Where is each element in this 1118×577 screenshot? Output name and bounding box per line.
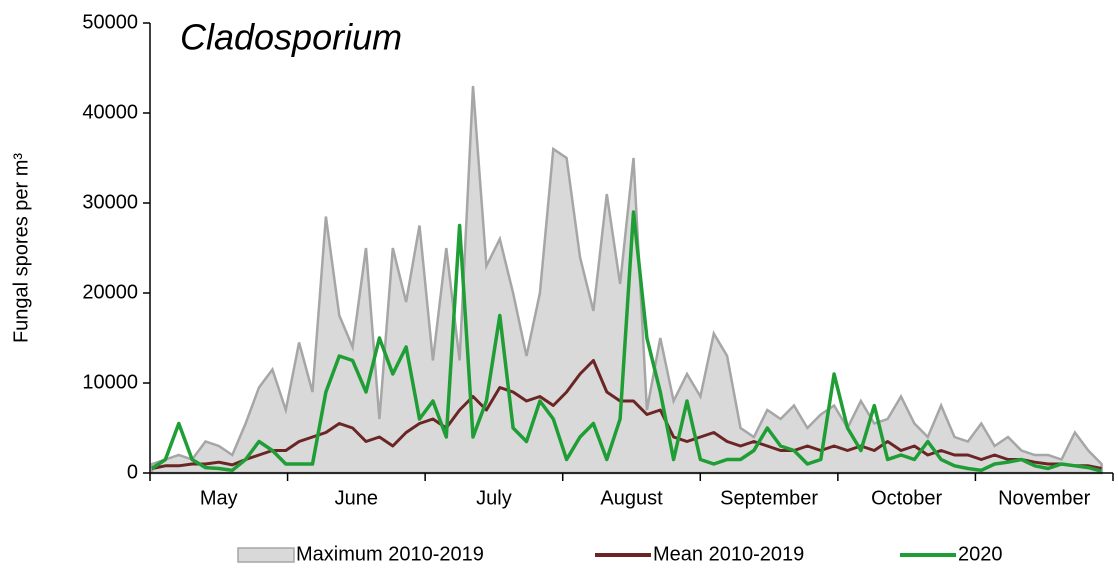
x-tick-label: September [720, 487, 818, 509]
x-tick-label: November [998, 487, 1091, 509]
y-tick-label: 50000 [82, 11, 138, 33]
x-tick-label: May [200, 487, 238, 509]
y-tick-label: 0 [127, 461, 138, 483]
y-tick-label: 40000 [82, 101, 138, 123]
x-tick-label: July [476, 487, 512, 509]
y-tick-label: 30000 [82, 191, 138, 213]
y-tick-label: 20000 [82, 281, 138, 303]
chart-title: Cladosporium [180, 17, 402, 58]
x-tick-label: August [600, 487, 663, 509]
legend-label: Maximum 2010-2019 [296, 543, 484, 565]
legend-swatch [237, 547, 295, 563]
legend-label: Mean 2010-2019 [653, 543, 804, 565]
x-tick-label: June [335, 487, 378, 509]
y-axis-label: Fungal spores per m³ [10, 153, 32, 343]
x-tick-label: October [871, 487, 942, 509]
line [151, 359, 1102, 470]
area [150, 85, 1103, 475]
line [151, 210, 1103, 473]
y-tick-label: 10000 [82, 371, 138, 393]
legend-label: 2020 [958, 543, 1003, 565]
